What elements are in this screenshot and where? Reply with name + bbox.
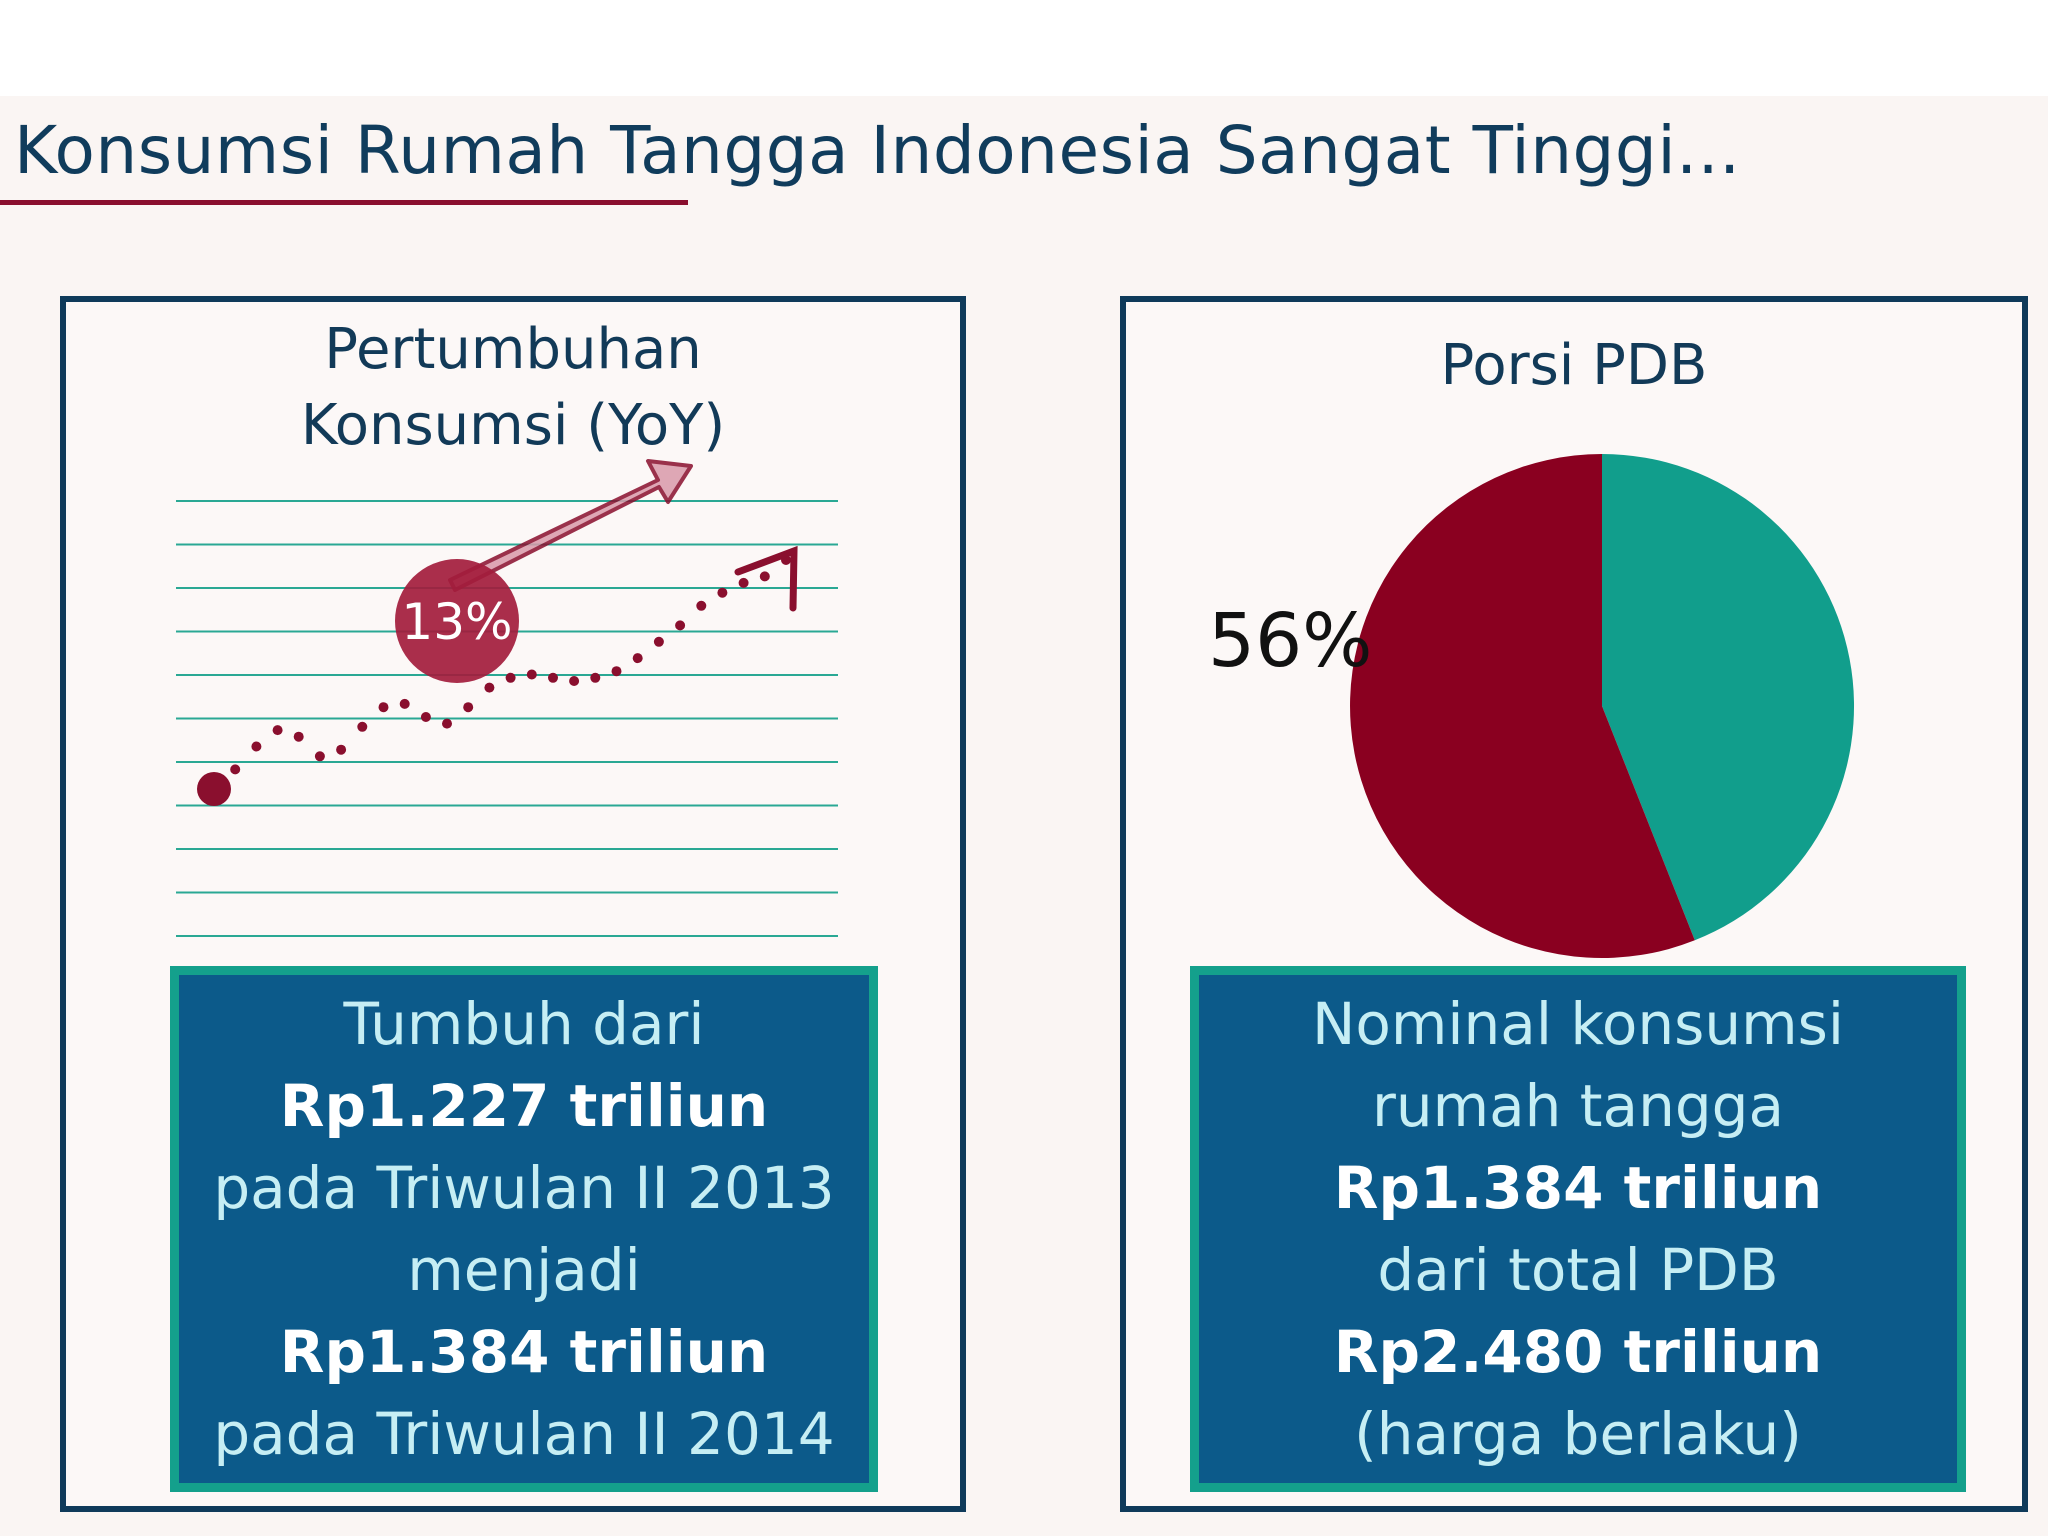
series-point xyxy=(314,751,325,762)
series-point xyxy=(399,698,410,709)
growth-chart: 13% xyxy=(176,459,838,937)
gdp-share-pie-chart: 56% xyxy=(1208,454,1855,958)
growth-info-line: menjadi xyxy=(407,1236,641,1304)
series-point xyxy=(717,587,728,598)
series-point xyxy=(336,744,347,755)
series-point xyxy=(590,672,601,683)
growth-info-line: pada Triwulan II 2013 xyxy=(213,1154,835,1222)
series-point xyxy=(548,672,558,683)
series-point xyxy=(632,653,643,664)
growth-info-box: Tumbuh dari Rp1.227 triliun pada Triwula… xyxy=(170,966,878,1492)
pie-slices xyxy=(1350,454,1855,958)
series-start-point xyxy=(197,772,231,806)
growth-panel: Pertumbuhan Konsumsi (YoY) 13% Tumbuh da… xyxy=(60,296,966,1512)
pie-slice xyxy=(1350,454,1695,958)
growth-trend-arrowhead xyxy=(734,545,798,612)
series-point xyxy=(272,725,283,736)
series-point xyxy=(293,731,304,742)
growth-badge-circle xyxy=(395,559,519,683)
gdp-info-line: Nominal konsumsi xyxy=(1312,990,1844,1058)
series-point xyxy=(738,577,749,588)
gdp-info-line: rumah tangga xyxy=(1371,1072,1785,1140)
gdp-info-line: dari total PDB xyxy=(1377,1236,1779,1304)
growth-info-value-2013: Rp1.227 triliun xyxy=(279,1072,769,1140)
series-point xyxy=(505,672,516,683)
series-point xyxy=(442,718,452,729)
growth-title-line1: Pertumbuhan xyxy=(324,317,702,382)
series-point xyxy=(696,600,707,611)
gdp-info-box: Nominal konsumsi rumah tangga Rp1.384 tr… xyxy=(1190,966,1966,1492)
growth-title-line2: Konsumsi (YoY) xyxy=(300,393,726,458)
growth-series xyxy=(197,555,791,806)
series-point xyxy=(420,712,431,722)
series-point xyxy=(653,636,664,647)
growth-trend-arrowhead-shape xyxy=(734,545,798,612)
growth-badge: 13% xyxy=(395,559,519,683)
series-point xyxy=(611,666,622,677)
series-point xyxy=(759,571,770,582)
gdp-info-value-consumption: Rp1.384 triliun xyxy=(1333,1154,1823,1222)
slide-title: Konsumsi Rumah Tangga Indonesia Sangat T… xyxy=(14,112,1741,189)
gdp-share-title: Porsi PDB xyxy=(1440,333,1708,398)
pie-slice xyxy=(1602,454,1855,941)
series-point xyxy=(526,669,537,680)
growth-info-line: Tumbuh dari xyxy=(343,990,705,1058)
series-point xyxy=(569,676,580,686)
series-point xyxy=(484,682,495,693)
growth-panel-title: Pertumbuhan Konsumsi (YoY) xyxy=(66,312,960,464)
growth-chart-gridlines xyxy=(176,500,838,937)
series-point xyxy=(463,702,474,713)
pie-slice-label: 56% xyxy=(1208,598,1372,684)
series-point xyxy=(357,721,368,732)
gdp-info-line: (harga berlaku) xyxy=(1354,1400,1802,1468)
gdp-share-panel: Porsi PDB 56% Nominal konsumsi rumah tan… xyxy=(1120,296,2028,1512)
growth-badge-label: 13% xyxy=(401,593,512,651)
title-underline xyxy=(0,200,688,205)
series-point xyxy=(230,764,241,775)
series-point xyxy=(378,702,389,713)
series-point xyxy=(251,741,262,752)
series-point xyxy=(675,620,686,631)
growth-info-value-2014: Rp1.384 triliun xyxy=(279,1318,769,1386)
slide: Konsumsi Rumah Tangga Indonesia Sangat T… xyxy=(0,96,2048,1536)
gdp-info-value-total: Rp2.480 triliun xyxy=(1333,1318,1823,1386)
growth-info-line: pada Triwulan II 2014 xyxy=(213,1400,835,1468)
